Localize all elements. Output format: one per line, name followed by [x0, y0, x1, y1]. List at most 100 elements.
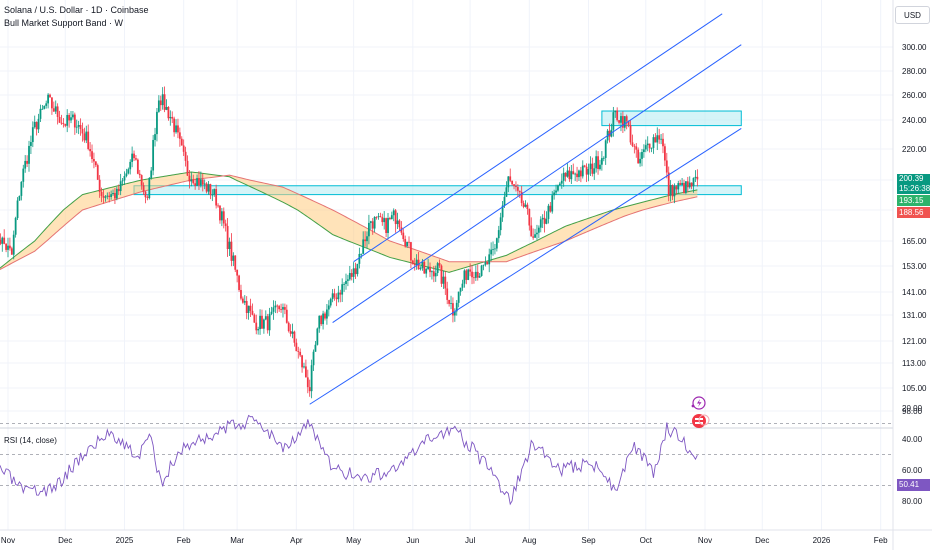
- candle-body: [352, 268, 355, 277]
- candle-body: [499, 217, 502, 231]
- candle-body: [390, 215, 393, 220]
- rsi-tick-label: 80.00: [902, 497, 923, 506]
- candle-body: [238, 275, 240, 290]
- candle-body: [415, 259, 418, 266]
- candle-body: [652, 137, 655, 148]
- time-tick-label: Nov: [698, 536, 712, 545]
- candle-body: [532, 236, 535, 238]
- time-tick-label: 2026: [813, 536, 831, 545]
- candle-body: [543, 217, 546, 224]
- candle-body: [669, 185, 672, 196]
- price-zones[interactable]: [133, 110, 742, 196]
- candle-body: [692, 177, 695, 187]
- candle-body: [243, 300, 246, 303]
- candle-body: [429, 266, 431, 273]
- candle-body: [257, 329, 260, 331]
- candle-body: [452, 303, 454, 316]
- candle-body: [381, 217, 384, 223]
- candle-body: [434, 273, 437, 277]
- candle-body: [138, 173, 141, 176]
- indicator-title: Bull Market Support Band · W: [4, 18, 124, 28]
- candle-body: [444, 276, 447, 289]
- candle-body: [222, 211, 225, 224]
- candle-body: [639, 158, 641, 164]
- candle-body: [410, 242, 412, 261]
- candle-body: [31, 127, 34, 143]
- candle-body: [345, 280, 347, 284]
- candle-body: [264, 316, 267, 320]
- candle-body: [494, 248, 496, 250]
- candle-body: [56, 106, 59, 117]
- candle-body: [618, 120, 620, 123]
- event-icons[interactable]: [691, 396, 710, 428]
- price-tick-label: 220.00: [902, 145, 927, 154]
- time-tick-label: 2025: [116, 536, 134, 545]
- candle-body: [72, 114, 74, 118]
- time-tick-label: Feb: [874, 536, 888, 545]
- candle-body: [547, 205, 550, 219]
- candle-body: [404, 239, 407, 247]
- candle-body: [602, 157, 605, 159]
- currency-button[interactable]: USD: [895, 6, 930, 24]
- candle-body: [568, 170, 571, 180]
- candle-body: [497, 230, 500, 239]
- flag-icon[interactable]: [692, 414, 710, 428]
- candle-body: [146, 197, 149, 199]
- bar-countdown: 15:26:38: [899, 184, 931, 193]
- candle-body: [690, 182, 693, 187]
- candle-body: [133, 153, 135, 159]
- candle-body: [511, 180, 514, 185]
- candle-body: [331, 293, 334, 300]
- candle-body: [587, 169, 590, 175]
- candle-body: [52, 108, 55, 112]
- candle-body: [663, 146, 666, 161]
- candle-body: [476, 271, 479, 278]
- candle-body: [463, 270, 466, 284]
- candle-body: [375, 216, 378, 218]
- channel-line: [332, 44, 742, 323]
- candle-body: [562, 172, 565, 181]
- candle-body: [64, 123, 67, 126]
- candle-body: [262, 319, 265, 329]
- price-tick-label: 131.00: [902, 311, 927, 320]
- time-tick-label: Feb: [177, 536, 191, 545]
- candle-body: [612, 112, 615, 130]
- candle-body: [43, 105, 46, 109]
- candle-body: [10, 248, 13, 255]
- time-tick-label: Dec: [58, 536, 72, 545]
- lightning-icon[interactable]: [691, 396, 706, 410]
- candle-body: [522, 203, 525, 207]
- candle-body: [327, 305, 330, 310]
- candle-body: [616, 110, 619, 121]
- candle-body: [564, 172, 567, 177]
- candle-body: [432, 271, 435, 277]
- candle-body: [379, 216, 382, 218]
- rsi-line: [0, 414, 698, 506]
- candle-body: [157, 100, 160, 112]
- channel-lines[interactable]: [309, 13, 742, 405]
- candle-body: [685, 181, 687, 193]
- candle-body: [654, 137, 657, 143]
- candle-body: [205, 183, 208, 192]
- candle-body: [373, 216, 376, 229]
- candle-body: [123, 176, 126, 181]
- candle-body: [621, 116, 624, 128]
- candle-body: [16, 200, 19, 219]
- candle-body: [259, 315, 261, 330]
- candle-body: [178, 132, 181, 139]
- candle-body: [665, 160, 668, 173]
- candle-body: [597, 156, 599, 170]
- candle-body: [608, 130, 611, 137]
- candle-body: [358, 253, 361, 264]
- candle-body: [102, 195, 105, 198]
- candle-body: [0, 239, 2, 244]
- candle-body: [583, 165, 586, 167]
- candle-body: [79, 124, 82, 129]
- candle-body: [35, 121, 38, 130]
- candle-body: [599, 164, 601, 170]
- candle-body: [127, 169, 130, 174]
- candle-body: [385, 218, 387, 233]
- candle-body: [419, 268, 422, 270]
- time-tick-label: Aug: [522, 536, 536, 545]
